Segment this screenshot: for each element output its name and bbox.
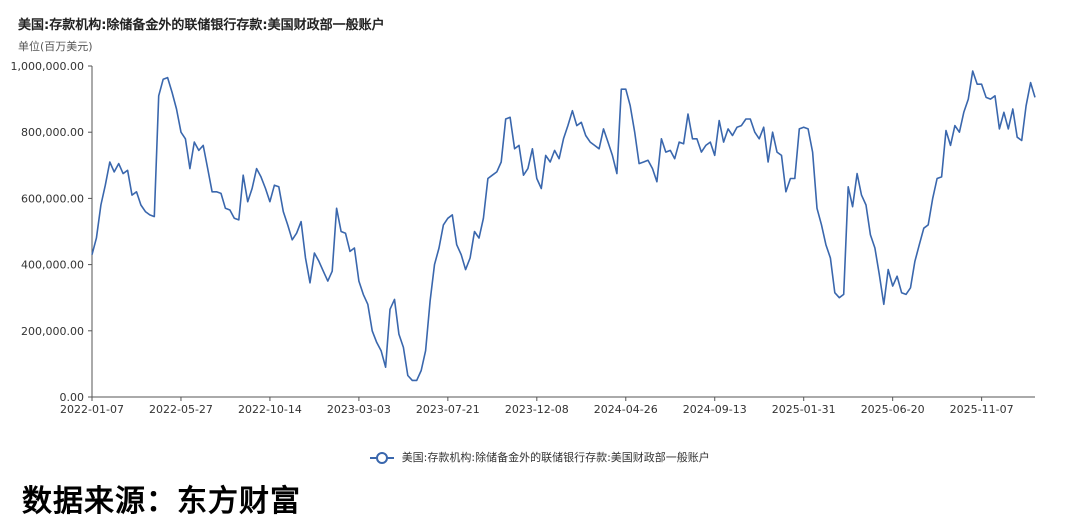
y-axis-unit: 单位(百万美元) [18, 40, 93, 53]
y-tick-label: 400,000.00 [21, 259, 84, 272]
series-line [91, 70, 1036, 382]
y-tick-label: 1,000,000.00 [11, 60, 84, 73]
x-tick-label: 2023-03-03 [327, 403, 391, 416]
x-tick-label: 2024-09-13 [683, 403, 747, 416]
x-tick-label: 2022-01-07 [60, 403, 124, 416]
legend-line-circle-icon [370, 451, 395, 465]
x-tick-label: 2022-10-14 [238, 403, 302, 416]
x-tick-label: 2022-05-27 [149, 403, 213, 416]
x-tick-label: 2025-06-20 [861, 403, 925, 416]
x-tick-label: 2023-07-21 [416, 403, 480, 416]
chart-legend[interactable]: 美国:存款机构:除储备金外的联储银行存款:美国财政部一般账户 [0, 449, 1080, 465]
x-tick-label: 2025-01-31 [772, 403, 836, 416]
line-chart: 0.00 200,000.00 400,000.00 600,000.00 800,00… [11, 60, 1036, 416]
x-tick-label: 2024-04-26 [594, 403, 658, 416]
legend-series-label: 美国:存款机构:除储备金外的联储银行存款:美国财政部一般账户 [401, 451, 710, 464]
y-tick-label: 200,000.00 [21, 325, 84, 338]
y-tick-label: 0.00 [60, 391, 85, 404]
y-tick-label: 600,000.00 [21, 192, 84, 205]
x-tick-label: 2023-12-08 [505, 403, 569, 416]
y-tick-label: 800,000.00 [21, 126, 84, 139]
data-source: 数据来源：东方财富 [22, 484, 301, 519]
chart-title: 美国:存款机构:除储备金外的联储银行存款:美国财政部一般账户 [18, 18, 385, 33]
x-tick-label: 2025-11-07 [950, 403, 1014, 416]
